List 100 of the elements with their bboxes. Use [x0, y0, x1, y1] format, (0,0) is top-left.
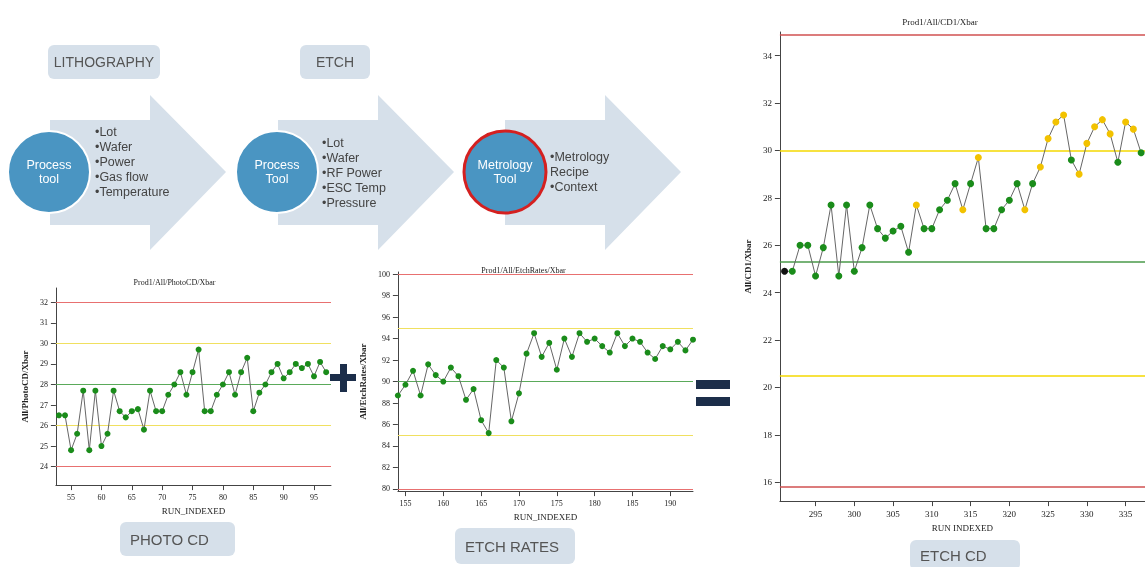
point: [982, 225, 990, 233]
point: [323, 369, 330, 376]
point: [1137, 149, 1145, 157]
point: [576, 330, 583, 337]
point: [796, 241, 804, 249]
point: [546, 339, 553, 346]
point: [1005, 196, 1013, 204]
point: [250, 408, 257, 415]
x-tick-label: 165: [475, 498, 488, 508]
x-tick-label: 315: [963, 508, 978, 519]
x-tick-label: 330: [1080, 508, 1095, 519]
text: •Power: [95, 155, 136, 170]
point: [410, 367, 417, 374]
x-tick-label: 95: [310, 492, 318, 502]
point: [207, 408, 214, 415]
point: [463, 396, 469, 403]
text: •Lot: [95, 125, 118, 140]
point: [189, 369, 196, 376]
point: [280, 375, 287, 382]
x-tick-label: 60: [97, 492, 106, 502]
point: [298, 365, 305, 372]
point: [262, 381, 269, 388]
point: [268, 369, 275, 376]
x-axis-title: RUN_INDEXED: [513, 511, 578, 522]
x-tick-label: 175: [550, 498, 563, 508]
point: [493, 357, 500, 364]
point: [140, 426, 147, 433]
text: Process tool: [25, 157, 73, 188]
point: [959, 206, 967, 214]
x-tick-label: 185: [626, 498, 639, 508]
point: [1114, 158, 1122, 166]
text: •Temperature: [95, 185, 171, 200]
x-tick-label: 75: [188, 492, 197, 502]
point: [1083, 139, 1091, 147]
x-tick-label: 170: [512, 498, 525, 508]
point: [159, 408, 166, 415]
point: [1075, 170, 1083, 178]
chart-title: Prod1/All/CD1/Xbar: [902, 16, 978, 27]
text: •ESC Temp: [322, 181, 387, 196]
point: [478, 417, 485, 424]
point: [86, 447, 93, 454]
point: [584, 338, 591, 345]
point: [928, 225, 936, 233]
point: [508, 418, 515, 425]
x-tick-label: 155: [399, 498, 412, 508]
point: [238, 369, 245, 376]
point: [74, 430, 81, 437]
text: ETCH RATES: [455, 528, 575, 564]
x-tick-label: 295: [808, 508, 823, 519]
y-tick-label: 84: [381, 441, 390, 451]
x-axis-title: RUN INDEXED: [931, 522, 994, 533]
point: [116, 408, 123, 415]
text: •Pressure: [322, 196, 378, 211]
point: [599, 343, 606, 350]
point: [912, 201, 920, 209]
point: [201, 408, 208, 415]
point: [55, 412, 62, 419]
text: •Metrology Recipe: [550, 150, 611, 180]
text: •Gas flow: [95, 170, 149, 185]
point: [470, 386, 477, 393]
point: [804, 241, 812, 249]
point: [292, 360, 299, 367]
text: PHOTO CD: [120, 522, 235, 556]
point: [943, 196, 951, 204]
point: [1129, 125, 1137, 133]
x-tick-label: 90: [279, 492, 288, 502]
text: •RF Power: [322, 166, 383, 181]
point: [606, 349, 613, 356]
y-tick-label: 82: [381, 462, 390, 472]
y-tick-label: 26: [762, 240, 773, 251]
point: [1122, 118, 1130, 126]
x-tick-label: 55: [67, 492, 76, 502]
point: [858, 244, 866, 252]
point: [98, 443, 105, 450]
point: [667, 346, 674, 353]
y-tick-label: 90: [381, 377, 390, 387]
point: [874, 225, 882, 233]
point: [455, 373, 462, 380]
point: [304, 360, 311, 367]
text: Process Tool: [253, 157, 301, 188]
point: [850, 267, 858, 275]
point: [256, 389, 263, 396]
point: [990, 225, 998, 233]
point: [225, 369, 232, 376]
point: [866, 201, 874, 209]
point: [881, 234, 889, 242]
point: [897, 222, 905, 230]
y-tick-label: 30: [762, 145, 773, 156]
y-tick-label: 25: [39, 441, 48, 451]
point: [1013, 180, 1021, 188]
x-tick-label: 160: [437, 498, 450, 508]
point: [652, 356, 659, 362]
point: [682, 347, 689, 354]
y-tick-label: 92: [381, 355, 390, 365]
point: [62, 412, 69, 419]
x-tick-label: 80: [218, 492, 227, 502]
text: •Lot: [322, 136, 345, 151]
point: [425, 361, 432, 368]
y-tick-label: 16: [762, 477, 773, 488]
point: [1029, 180, 1037, 188]
